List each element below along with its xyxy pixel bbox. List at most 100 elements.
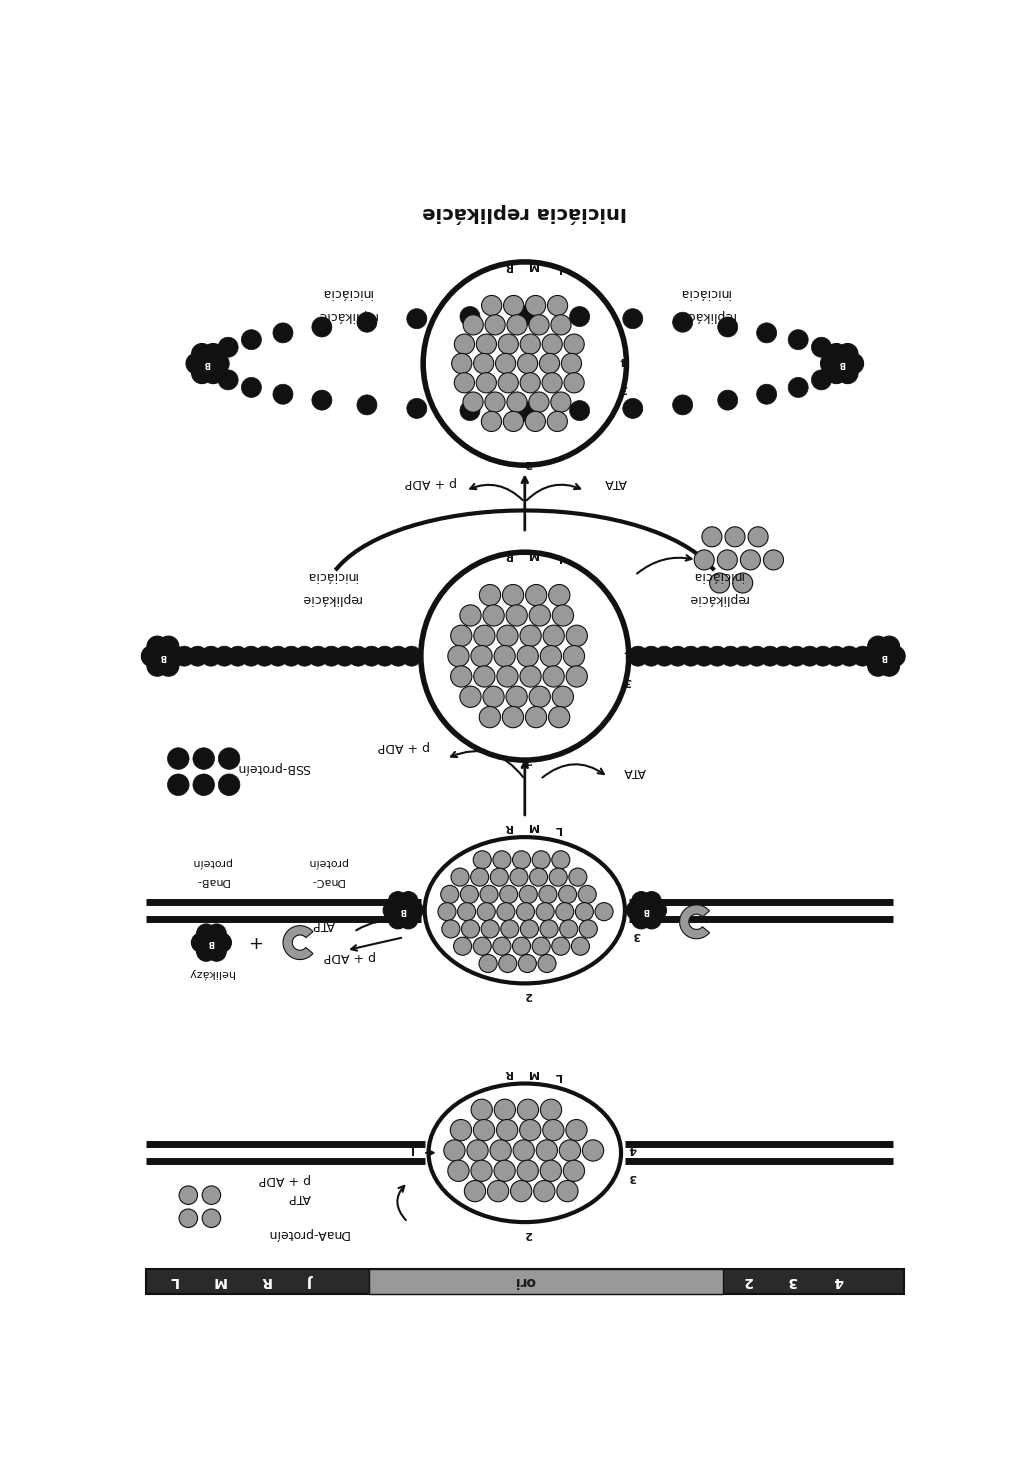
Circle shape [552,687,573,707]
Circle shape [361,646,382,666]
Circle shape [558,886,577,903]
Text: 4: 4 [629,1143,637,1154]
Circle shape [867,635,889,657]
Text: R: R [504,261,512,271]
Text: L: L [554,264,561,274]
Text: iniciácia: iniciácia [679,287,730,299]
Circle shape [357,395,377,414]
Circle shape [694,646,714,666]
Wedge shape [680,905,710,938]
Circle shape [718,318,737,337]
Circle shape [473,937,492,955]
Circle shape [242,378,261,397]
Circle shape [725,527,745,548]
Circle shape [158,635,179,657]
Circle shape [879,635,899,657]
Circle shape [721,646,740,666]
Circle shape [357,312,377,332]
Circle shape [874,647,893,666]
Circle shape [525,584,547,606]
Circle shape [867,656,889,676]
Circle shape [563,646,585,666]
Circle shape [451,1120,472,1140]
Text: 2: 2 [524,1228,532,1239]
Circle shape [388,646,409,666]
Circle shape [773,646,794,666]
Circle shape [179,1209,198,1227]
Circle shape [199,353,219,373]
Circle shape [749,527,768,548]
Circle shape [218,370,239,389]
Text: M: M [527,1067,538,1078]
Text: M: M [212,1274,226,1288]
Circle shape [460,401,480,420]
Circle shape [843,353,863,373]
Text: +: + [248,935,263,953]
Circle shape [158,656,179,676]
Circle shape [537,903,554,921]
Circle shape [825,346,846,366]
Circle shape [443,1140,465,1161]
Circle shape [543,666,564,687]
Circle shape [209,353,229,373]
Circle shape [202,1186,220,1205]
Text: J: J [413,1143,417,1154]
Circle shape [483,687,504,707]
Circle shape [463,315,483,335]
Circle shape [255,646,274,666]
Circle shape [479,707,501,728]
Circle shape [510,868,528,886]
Circle shape [708,646,727,666]
Text: DnaB-: DnaB- [195,875,228,886]
Circle shape [549,707,569,728]
Circle shape [525,411,546,432]
Circle shape [569,401,590,420]
Circle shape [214,646,234,666]
Circle shape [451,868,469,886]
Circle shape [227,646,248,666]
Circle shape [497,625,518,647]
Circle shape [512,937,530,955]
Circle shape [717,550,737,569]
Circle shape [548,296,567,316]
Circle shape [541,1099,561,1120]
Circle shape [566,666,588,687]
Circle shape [479,955,497,972]
Text: L: L [554,1070,561,1080]
Circle shape [668,646,688,666]
Circle shape [541,1159,561,1181]
Circle shape [498,373,518,392]
Circle shape [757,384,776,404]
Circle shape [507,392,527,413]
Circle shape [207,941,226,962]
Circle shape [497,903,515,921]
Circle shape [461,886,478,903]
Circle shape [628,646,648,666]
Text: R: R [504,823,512,832]
Circle shape [733,572,753,593]
Circle shape [513,1140,535,1161]
Wedge shape [283,925,313,959]
Circle shape [515,306,535,326]
Text: R: R [260,1274,270,1288]
Text: J: J [418,647,422,657]
Circle shape [830,353,851,373]
Circle shape [473,851,492,868]
Circle shape [191,363,212,384]
Circle shape [838,344,858,365]
Circle shape [147,635,168,657]
Circle shape [638,902,655,919]
Circle shape [538,955,556,972]
Circle shape [529,868,548,886]
Circle shape [627,900,646,919]
Text: ATP: ATP [311,918,335,931]
Circle shape [403,900,423,919]
Circle shape [471,868,488,886]
Circle shape [438,903,456,921]
Circle shape [623,309,643,329]
Text: R: R [504,1069,512,1079]
Circle shape [549,584,570,606]
Text: replikácie: replikácie [674,309,734,322]
Circle shape [483,605,504,627]
Circle shape [401,646,422,666]
